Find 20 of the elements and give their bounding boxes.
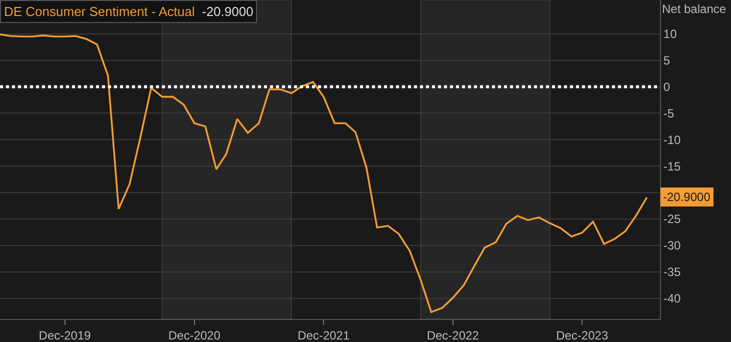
y-tick-label: -25 — [663, 212, 682, 226]
y-tick-label: -40 — [663, 292, 682, 306]
y-tick-label: -15 — [663, 159, 682, 174]
y-tick-label: -5 — [663, 106, 674, 120]
chart-title: DE Consumer Sentiment - Actual — [4, 4, 195, 19]
x-tick-label: Dec-2022 — [426, 328, 480, 342]
annotation: -20.9000 — [663, 190, 711, 204]
y-tick-label: 5 — [663, 54, 670, 68]
x-tick-label: Dec-2021 — [298, 328, 350, 342]
x-tick-label: Dec-2019 — [38, 328, 92, 342]
y-tick-label: 10 — [663, 27, 678, 42]
y-tick-label: -30 — [663, 238, 682, 253]
y-axis-title: Net balance — [662, 2, 726, 16]
chart-subtitle: -20.9000 — [202, 4, 254, 19]
y-tick-label: -10 — [663, 132, 682, 147]
x-tick-label: Dec-2020 — [168, 328, 221, 342]
y-tick-label: -35 — [663, 265, 682, 280]
x-tick-label: Dec-2023 — [556, 328, 608, 342]
y-tick-label: 0 — [663, 80, 670, 94]
line-series — [0, 33, 648, 314]
